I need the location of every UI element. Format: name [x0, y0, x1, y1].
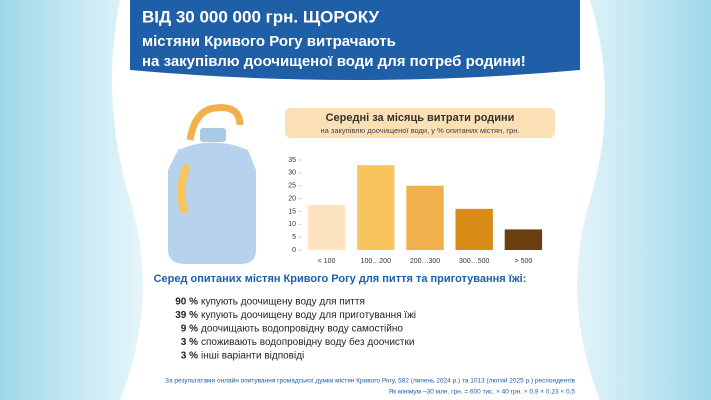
footnote: Як мінімум ~30 млн. грн. = 600 тис. × 40… — [389, 388, 576, 396]
chart-subtitle: на закупівлю доочищеної води, у % опитан… — [321, 126, 520, 135]
bar — [455, 208, 493, 250]
bottle-illustration — [168, 104, 256, 264]
survey-text: інші варіанти відповіді — [201, 351, 304, 362]
footnote: За результатами онлайн опитування громад… — [165, 377, 575, 385]
survey-text: споживають водопровідну воду без доочист… — [201, 336, 414, 348]
chart-title: Середні за місяць витрати родини — [326, 112, 515, 124]
y-tick-label: 25 — [288, 183, 296, 190]
header-line: ВІД 30 000 000 грн. ЩОРОКУ — [142, 7, 380, 26]
y-tick-label: 10 — [288, 221, 296, 228]
survey-share: 3 % — [181, 351, 198, 362]
bar — [406, 185, 444, 250]
x-tick-label: 200…300 — [410, 258, 440, 265]
survey-share: 90 % — [175, 297, 198, 308]
header-banner — [130, 0, 580, 80]
x-tick-label: 100…200 — [361, 258, 391, 265]
y-tick-label: 0 — [292, 247, 296, 254]
header-line: на закупівлю доочищеної води для потреб … — [142, 53, 526, 70]
survey-heading: Серед опитаних містян Кривого Рогу для п… — [154, 273, 527, 285]
survey-share: 9 % — [181, 324, 198, 335]
survey-share: 3 % — [181, 337, 198, 348]
x-tick-label: 300…500 — [459, 258, 489, 265]
survey-text: доочищають водопровідну воду самостійно — [201, 324, 403, 335]
survey-text: купують доочищену воду для приготування … — [201, 310, 416, 321]
y-tick-label: 15 — [288, 208, 296, 215]
chart-title-box — [285, 108, 555, 138]
y-tick-label: 5 — [292, 234, 296, 241]
bar — [504, 229, 543, 250]
x-tick-label: > 500 — [515, 258, 533, 265]
header-line: містяни Кривого Рогу витрачають — [142, 33, 396, 50]
y-tick-label: 30 — [288, 170, 296, 177]
bar — [307, 205, 346, 250]
x-tick-label: < 100 — [318, 258, 336, 265]
y-tick-label: 35 — [288, 157, 296, 164]
survey-share: 39 % — [175, 310, 198, 321]
survey-text: купують доочищену воду для пиття — [201, 297, 365, 308]
bar — [357, 165, 395, 250]
y-tick-label: 20 — [288, 195, 296, 202]
